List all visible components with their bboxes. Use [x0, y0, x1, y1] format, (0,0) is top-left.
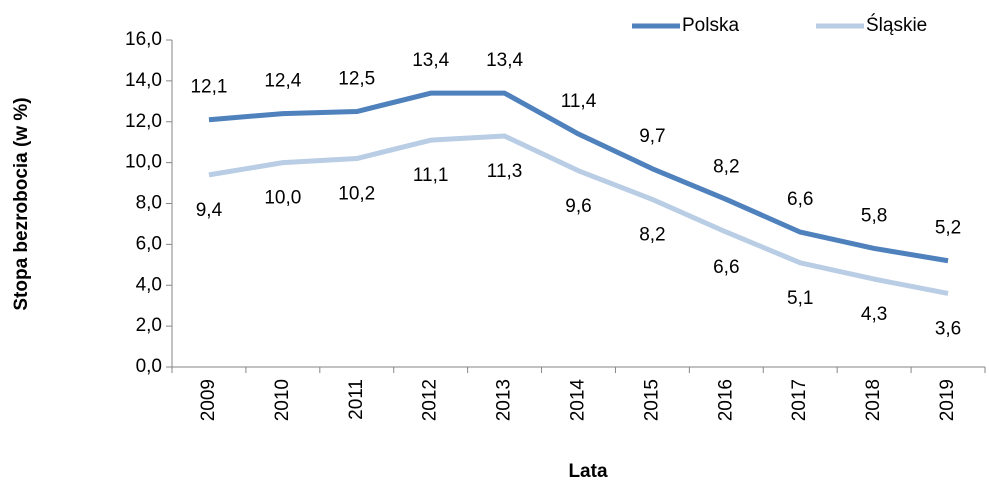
- x-tick-label: 2019: [937, 379, 958, 421]
- y-tick-label: 4,0: [136, 274, 162, 295]
- data-label: 10,0: [264, 188, 301, 209]
- data-label: 5,2: [935, 218, 961, 239]
- x-tick-label: 2010: [272, 379, 293, 421]
- x-tick-label: 2016: [715, 379, 736, 421]
- x-tick-label: 2018: [863, 379, 884, 421]
- x-tick-label: 2011: [346, 379, 367, 420]
- series-line: [208, 133, 949, 296]
- x-tick-label: 2009: [198, 379, 219, 421]
- data-label: 6,6: [713, 257, 739, 278]
- x-tick-label: 2015: [641, 379, 662, 421]
- x-axis-title: Lata: [568, 461, 608, 482]
- data-label: 5,1: [787, 288, 813, 309]
- legend-label: Śląskie: [866, 14, 927, 36]
- y-tick-label: 16,0: [125, 29, 162, 50]
- data-label: 3,6: [935, 318, 961, 339]
- legend-label: Polska: [682, 15, 739, 36]
- data-label: 12,1: [190, 77, 227, 98]
- x-tick-label: 2013: [494, 379, 515, 421]
- data-label: 9,4: [196, 200, 223, 221]
- data-label: 11,1: [413, 165, 449, 186]
- data-label: 8,2: [639, 224, 665, 245]
- data-label: 9,7: [639, 126, 665, 147]
- series-line: [208, 90, 949, 264]
- y-tick-label: 6,0: [136, 233, 162, 254]
- y-axis-title: Stopa bezrobocia (w %): [11, 97, 32, 310]
- y-tick-label: 0,0: [136, 356, 162, 377]
- data-label: 4,3: [861, 304, 887, 325]
- data-label: 8,2: [713, 156, 739, 177]
- data-label: 13,4: [412, 50, 449, 71]
- data-label: 9,6: [565, 196, 591, 217]
- data-label: 12,4: [264, 71, 301, 92]
- x-tick-label: 2012: [420, 379, 441, 421]
- data-label: 12,5: [338, 69, 375, 90]
- y-tick-label: 10,0: [125, 152, 162, 173]
- y-tick-label: 14,0: [125, 70, 162, 91]
- y-tick-label: 8,0: [136, 193, 162, 214]
- data-label: 11,3: [487, 161, 523, 182]
- data-label: 6,6: [787, 189, 813, 210]
- y-tick-label: 2,0: [136, 315, 162, 336]
- y-tick-label: 12,0: [125, 111, 162, 132]
- data-label: 11,4: [561, 91, 597, 112]
- data-label: 5,8: [861, 205, 887, 226]
- x-tick-label: 2017: [789, 379, 810, 421]
- x-tick-label: 2014: [568, 379, 589, 422]
- data-label: 13,4: [486, 50, 523, 71]
- data-label: 10,2: [338, 184, 375, 205]
